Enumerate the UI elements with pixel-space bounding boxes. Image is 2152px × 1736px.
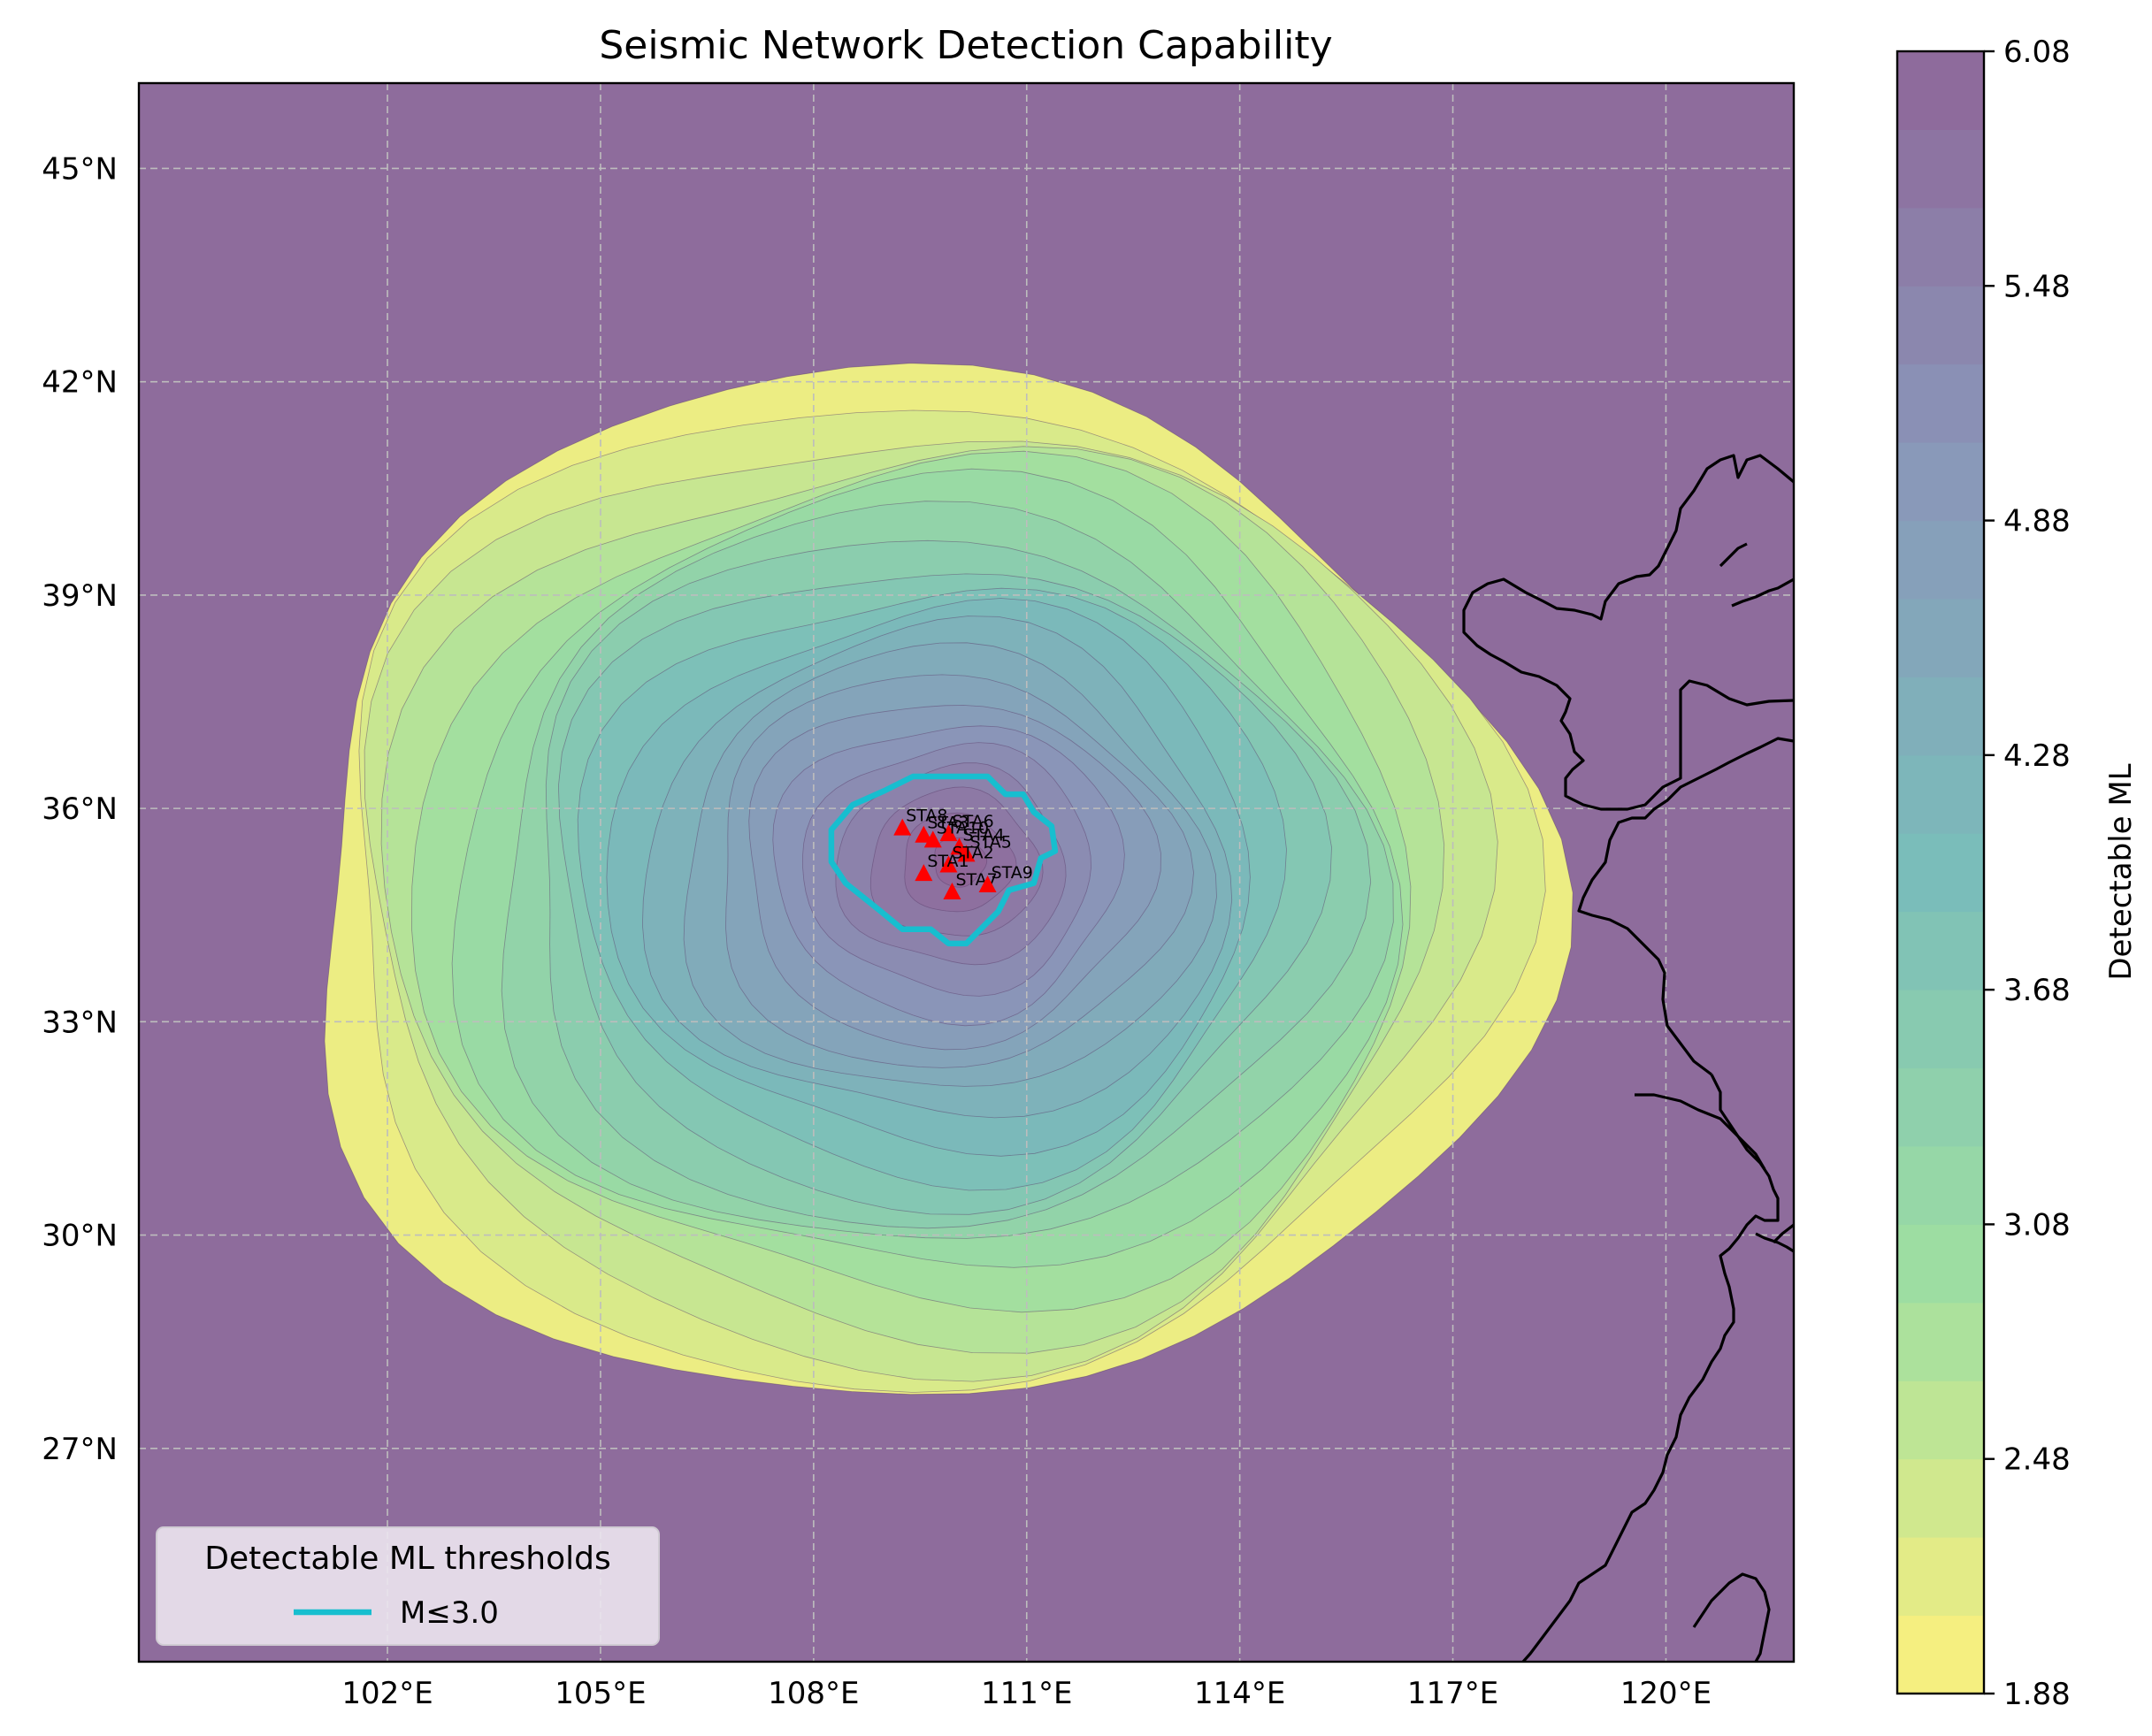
station-marker — [915, 825, 933, 843]
x-tick-label: 108°E — [768, 1676, 859, 1711]
colorbar-band — [1897, 677, 1984, 756]
colorbar-band — [1897, 1380, 1984, 1460]
map-grid — [139, 83, 1794, 1662]
station-marker — [893, 818, 912, 836]
coastline-peninsula-tip — [1521, 1074, 1780, 1662]
map-area: STA8STA3STA6STA10STA4STA5STA2STA1STA7STA… — [139, 83, 1794, 1662]
station-label: STA6 — [952, 812, 993, 831]
colorbar-band — [1897, 1615, 1984, 1694]
station-label: STA3 — [927, 814, 969, 833]
colorbar-band — [1897, 911, 1984, 990]
threshold-contour-m3 — [828, 773, 1059, 947]
colorbar-band — [1897, 1537, 1984, 1617]
station-label: STA8 — [906, 807, 947, 826]
legend-box — [156, 1526, 660, 1646]
station-label: STA5 — [970, 832, 1012, 852]
colorbar-label: Detectable ML — [2103, 763, 2139, 980]
x-tick-label: 102°E — [341, 1676, 433, 1711]
coastline-peninsula — [1577, 737, 1794, 1076]
coastline-yangtze — [1635, 1093, 1766, 1170]
coastline-bay — [1719, 542, 1748, 568]
station-marker — [943, 883, 961, 900]
y-tick-label: 45°N — [42, 151, 118, 187]
map-frame — [137, 81, 1796, 1663]
colorbar-band — [1897, 51, 1984, 130]
coastline-north — [1462, 454, 1794, 811]
colorbar-band — [1897, 520, 1984, 600]
contour-band — [934, 837, 988, 888]
colorbar-band — [1897, 129, 1984, 209]
station-marker — [978, 875, 997, 892]
chart-title: Seismic Network Detection Capability — [599, 23, 1332, 68]
colorbar-bands — [1897, 51, 1984, 1694]
colorbar-frame — [1895, 50, 1986, 1695]
colorbar-tick-label: 6.08 — [2003, 34, 2071, 70]
coastline-hangzhou — [1755, 1223, 1794, 1253]
colorbar-band — [1897, 286, 1984, 365]
colorbar-tick-label: 4.88 — [2003, 504, 2071, 539]
y-tick-label: 33°N — [42, 1005, 118, 1040]
colorbar-band — [1897, 207, 1984, 287]
station-label: STA1 — [927, 852, 969, 871]
station-marker — [957, 845, 976, 862]
y-axis-ticks: 27°N 30°N 33°N 36°N 39°N 42°N 45°N — [42, 151, 118, 1466]
y-tick-label: 36°N — [42, 792, 118, 827]
colorbar-band — [1897, 833, 1984, 913]
detection-contours — [324, 363, 1574, 1396]
station-label: STA9 — [992, 863, 1033, 883]
colorbar-band — [1897, 599, 1984, 677]
station-label: STA2 — [952, 843, 993, 862]
coastline-liaodong — [1731, 577, 1794, 608]
coastline — [1462, 454, 1794, 1662]
station-marker — [915, 864, 933, 882]
x-tick-label: 105°E — [555, 1676, 646, 1711]
colorbar-band — [1897, 1458, 1984, 1538]
colorbar-band — [1897, 1067, 1984, 1147]
station-label: STA10 — [937, 818, 989, 837]
colorbar-tick-label: 3.68 — [2003, 973, 2071, 1008]
legend-entry-label: M≤3.0 — [400, 1595, 499, 1631]
station-marker — [923, 830, 942, 848]
station-label: STA4 — [962, 825, 1004, 845]
colorbar-tick-label: 2.48 — [2003, 1442, 2071, 1478]
coastline-east-sea-island — [1692, 1572, 1771, 1662]
colorbar-band — [1897, 1146, 1984, 1225]
y-tick-label: 30°N — [42, 1219, 118, 1254]
station-marker — [939, 855, 958, 873]
colorbar-band — [1897, 754, 1984, 834]
colorbar: 1.88 2.48 3.08 3.68 4.28 4.88 5.48 6.08 Detecta… — [1895, 34, 2139, 1712]
colorbar-band — [1897, 1224, 1984, 1304]
colorbar-band — [1897, 363, 1984, 443]
colorbar-ticks: 1.88 2.48 3.08 3.68 4.28 4.88 5.48 6.08 — [1984, 34, 2071, 1712]
colorbar-band — [1897, 1302, 1984, 1381]
legend-title: Detectable ML thresholds — [204, 1541, 610, 1577]
x-tick-label: 114°E — [1194, 1676, 1285, 1711]
y-tick-label: 42°N — [42, 365, 118, 401]
y-tick-label: 27°N — [42, 1432, 118, 1467]
colorbar-band — [1897, 442, 1984, 522]
colorbar-tick-label: 3.08 — [2003, 1207, 2071, 1243]
station-marker — [939, 824, 958, 842]
colorbar-tick-label: 5.48 — [2003, 269, 2071, 304]
colorbar-tick-label: 1.88 — [2003, 1677, 2071, 1712]
y-tick-label: 39°N — [42, 578, 118, 614]
x-tick-label: 120°E — [1620, 1676, 1712, 1711]
x-tick-label: 111°E — [981, 1676, 1072, 1711]
colorbar-tick-label: 4.28 — [2003, 738, 2071, 774]
x-tick-label: 117°E — [1407, 1676, 1498, 1711]
legend: Detectable ML thresholds M≤3.0 — [156, 1526, 660, 1646]
colorbar-band — [1897, 990, 1984, 1069]
stations: STA8STA3STA6STA10STA4STA5STA2STA1STA7STA… — [893, 807, 1033, 900]
x-axis-ticks: 102°E 105°E 108°E 111°E 114°E 117°E 120°E — [341, 1676, 1712, 1711]
